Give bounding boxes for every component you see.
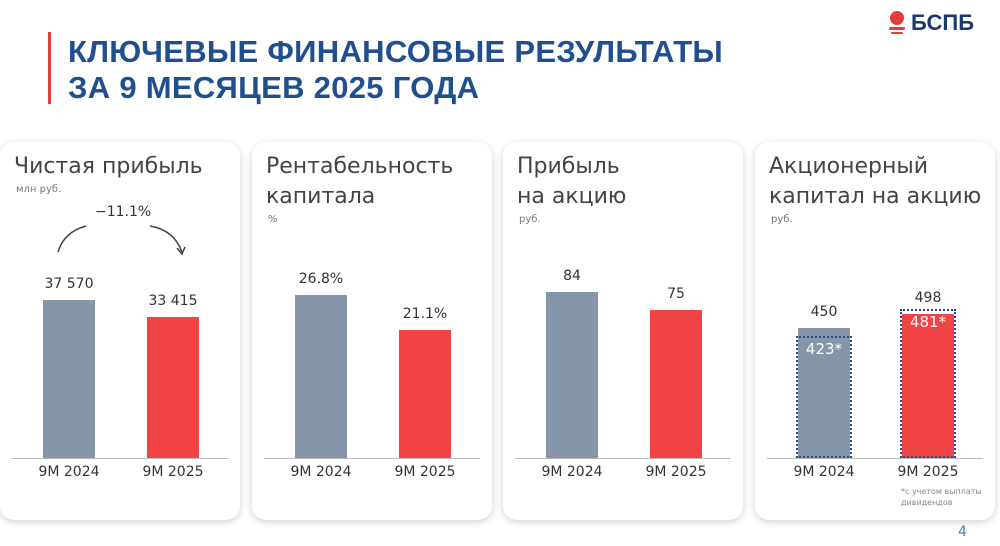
chart-title: Акционерный капитал на акцию [769,154,982,209]
chart-title: Прибыль на акцию [517,154,627,209]
x-tick-label: 9M 2025 [142,464,204,480]
bar-1 [902,314,954,458]
x-tick-label: 9M 2025 [897,464,959,480]
page-number: 4 [958,524,967,540]
logo-icon [889,11,905,35]
x-tick-label: 9M 2025 [394,464,456,480]
x-tick-label: 9M 2024 [541,464,603,480]
x-axis-line [12,458,228,459]
adjusted-label: 423* [805,339,843,358]
x-tick-label: 9M 2024 [38,464,100,480]
title-line-2: ЗА 9 МЕСЯЦЕВ 2025 ГОДА [68,70,480,105]
x-tick-label: 9M 2024 [793,464,855,480]
bar-1 [650,309,702,458]
change-annotation: −11.1% [95,204,152,220]
x-axis-line [264,458,480,459]
x-tick-label: 9M 2024 [290,464,352,480]
chart-title: Чистая прибыль [14,154,203,179]
data-label: 33 415 [148,293,198,310]
data-label: 21.1% [402,305,448,322]
page-title: КЛЮЧЕВЫЕ ФИНАНСОВЫЕ РЕЗУЛЬТАТЫ ЗА 9 МЕСЯ… [68,34,723,106]
chart-unit: % [268,214,278,225]
chart-unit: руб. [771,214,793,225]
change-arrow-icon [57,225,186,256]
bar-0 [798,328,850,458]
accent-line [48,32,51,104]
bar-0 [546,292,598,458]
bar-0 [295,295,347,458]
chart-unit: млн руб. [16,184,62,195]
bar-0 [43,300,95,458]
data-label: 450 [810,304,838,320]
logo: БСПБ [889,10,974,36]
bar-1 [399,329,451,458]
data-label: 26.8% [298,271,344,287]
chart-card-3: Прибыль на акцию руб. 84 9M 2024 75 9M 2… [503,142,743,520]
chart-unit: руб. [519,214,541,225]
chart-title: Рентабельность капитала [266,154,454,209]
adjusted-bar-1 [900,309,956,458]
data-label: 75 [667,285,685,302]
data-label: 498 [914,290,942,307]
bar-1 [147,317,199,458]
footnote: *с учетом выплаты дивидендов [901,487,982,507]
chart-card-1: Чистая прибыль млн руб. 37 570 9M 2024 3… [0,142,240,520]
data-label: 84 [563,268,581,284]
adjusted-bar-0 [796,335,852,458]
title-line-1: КЛЮЧЕВЫЕ ФИНАНСОВЫЕ РЕЗУЛЬТАТЫ [68,34,724,69]
x-axis-line [515,458,731,459]
logo-text: БСПБ [911,10,975,35]
data-label: 37 570 [44,276,94,292]
chart-card-2: Рентабельность капитала % 26.8% 9M 2024 … [252,142,492,520]
x-tick-label: 9M 2025 [645,464,707,480]
chart-card-4: Акционерный капитал на акцию руб. 450 9M… [755,142,995,520]
x-axis-line [767,458,983,459]
adjusted-label: 481* [909,313,947,332]
